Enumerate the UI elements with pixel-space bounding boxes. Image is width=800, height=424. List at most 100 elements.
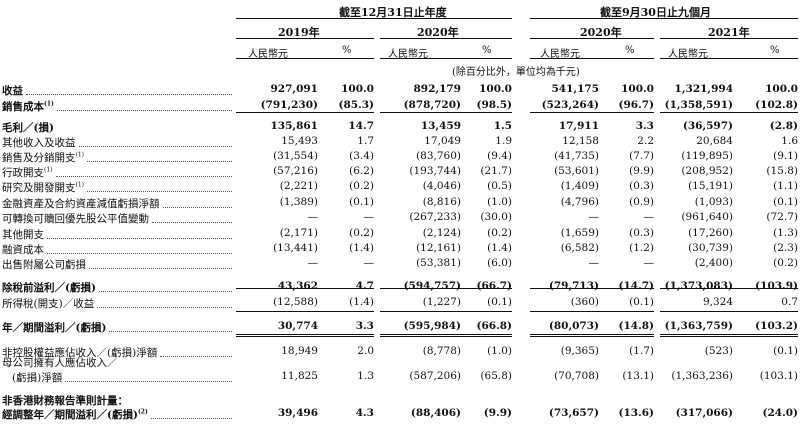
rule-unit-3 (530, 58, 654, 59)
row-value: (0.2) (487, 227, 512, 239)
unit-rmb-3: 人民幣元 (540, 49, 580, 60)
row-value: (6.2) (349, 165, 374, 177)
row-value: 2.0 (357, 345, 374, 357)
dot-leader (89, 268, 232, 269)
dot-leader (47, 238, 232, 239)
row-value: 9,324 (702, 296, 733, 308)
total-rule (530, 112, 654, 113)
dot-leader (78, 146, 232, 147)
row-value: 2.2 (637, 135, 654, 147)
row-value: (41,735) (554, 150, 599, 162)
row-value: 1.6 (781, 135, 798, 147)
row-value: (103.1) (759, 370, 798, 382)
row-label: 研究及開發開支(1) (2, 180, 84, 195)
row-value: (594,757) (403, 280, 461, 292)
row-value: 541,175 (551, 83, 600, 95)
row-value: (587,206) (409, 370, 461, 382)
row-value: (1,389) (279, 196, 318, 208)
row-value: 43,362 (277, 280, 318, 292)
dot-leader (98, 291, 232, 292)
total-rule (380, 112, 512, 113)
row-value: (12,161) (416, 242, 461, 254)
row-value: (98.5) (476, 99, 512, 111)
row-value: (1,093) (694, 196, 733, 208)
row-value: (7.7) (629, 150, 654, 162)
row-value: (961,640) (681, 211, 733, 223)
row-value: 0.7 (781, 296, 798, 308)
row-value: (30.0) (480, 211, 512, 223)
row-value: (66.7) (476, 280, 512, 292)
row-value: — (307, 211, 319, 223)
period-year-header: 截至12月31日止年度 (339, 6, 447, 19)
row-value: (1.4) (349, 242, 374, 254)
row-label-text: 收益 (2, 85, 23, 97)
total-rule (380, 336, 512, 337)
row-value: (1,409) (560, 180, 599, 192)
row-value: 14.7 (348, 120, 374, 132)
dot-leader (55, 176, 232, 177)
row-label-text: 所得稅(開支)／收益 (2, 298, 95, 310)
dot-leader (150, 418, 232, 419)
row-value: (2,221) (279, 180, 318, 192)
row-value: (1,227) (422, 296, 461, 308)
dot-leader (87, 191, 232, 192)
row-value: 4.3 (355, 407, 374, 419)
dot-leader (152, 222, 232, 223)
row-value: (96.7) (618, 99, 654, 111)
row-value: 1,321,994 (674, 83, 733, 95)
row-label-text: 除稅前溢利／(虧損) (2, 282, 96, 294)
row-value: (0.1) (487, 296, 512, 308)
row-value: (80,073) (548, 320, 599, 332)
row-value: 135,861 (270, 120, 319, 132)
row-value: (878,720) (403, 99, 461, 111)
total-rule (380, 311, 512, 312)
row-value: (15,191) (688, 180, 733, 192)
row-value: (83,760) (416, 150, 461, 162)
row-value: 3.3 (635, 120, 654, 132)
row-label-text: 研究及開發開支 (2, 182, 76, 194)
footnote-marker: (1) (44, 166, 53, 174)
dot-leader (87, 161, 232, 162)
row-value: (66.8) (476, 320, 512, 332)
row-value: (1,363,759) (664, 320, 733, 332)
row-value: (36,597) (682, 120, 733, 132)
row-value: 15,493 (281, 135, 318, 147)
row-value: 100.0 (765, 83, 798, 95)
row-value: (4,046) (422, 180, 461, 192)
row-value: (2.3) (773, 242, 798, 254)
dot-leader (162, 207, 232, 208)
row-value: 20,684 (696, 135, 733, 147)
row-value: — (307, 257, 319, 269)
row-label-text: 銷售成本 (2, 101, 44, 113)
row-value: — (643, 211, 655, 223)
rule-2021-nine (660, 38, 798, 39)
row-label: 銷售成本(1) (2, 99, 54, 114)
row-label-text: 可轉換可贖回優先股公平值變動 (2, 213, 149, 225)
row-value: (1.0) (487, 196, 512, 208)
row-value: (79,713) (548, 280, 599, 292)
total-rule (236, 288, 374, 289)
row-value: 1.9 (495, 135, 512, 147)
row-value: (1.1) (773, 180, 798, 192)
row-value: (2,171) (279, 227, 318, 239)
row-value: 100.0 (479, 83, 512, 95)
row-label-text: 融資成本 (2, 244, 44, 256)
row-value: (21.7) (480, 165, 512, 177)
row-value: (0.1) (773, 345, 798, 357)
row-value: (65.8) (480, 370, 512, 382)
row-label-text: 年／期間溢利／(虧損) (2, 322, 107, 334)
row-value: (17,260) (688, 227, 733, 239)
footnote-marker: (2) (137, 408, 148, 416)
row-value: (13.6) (618, 407, 654, 419)
row-value: (85.3) (338, 99, 374, 111)
row-value: (72.7) (766, 211, 798, 223)
row-value: 18,949 (281, 345, 318, 357)
row-value: (53,381) (416, 257, 461, 269)
row-value: (0.1) (629, 296, 654, 308)
row-value: (102.8) (755, 99, 798, 111)
row-value: (53,601) (554, 165, 599, 177)
year-2019: 2019年 (278, 26, 320, 39)
row-value: (791,230) (260, 99, 318, 111)
row-label-text: 經調整年／期間溢利／(虧損) (2, 409, 138, 421)
total-rule (530, 288, 654, 289)
